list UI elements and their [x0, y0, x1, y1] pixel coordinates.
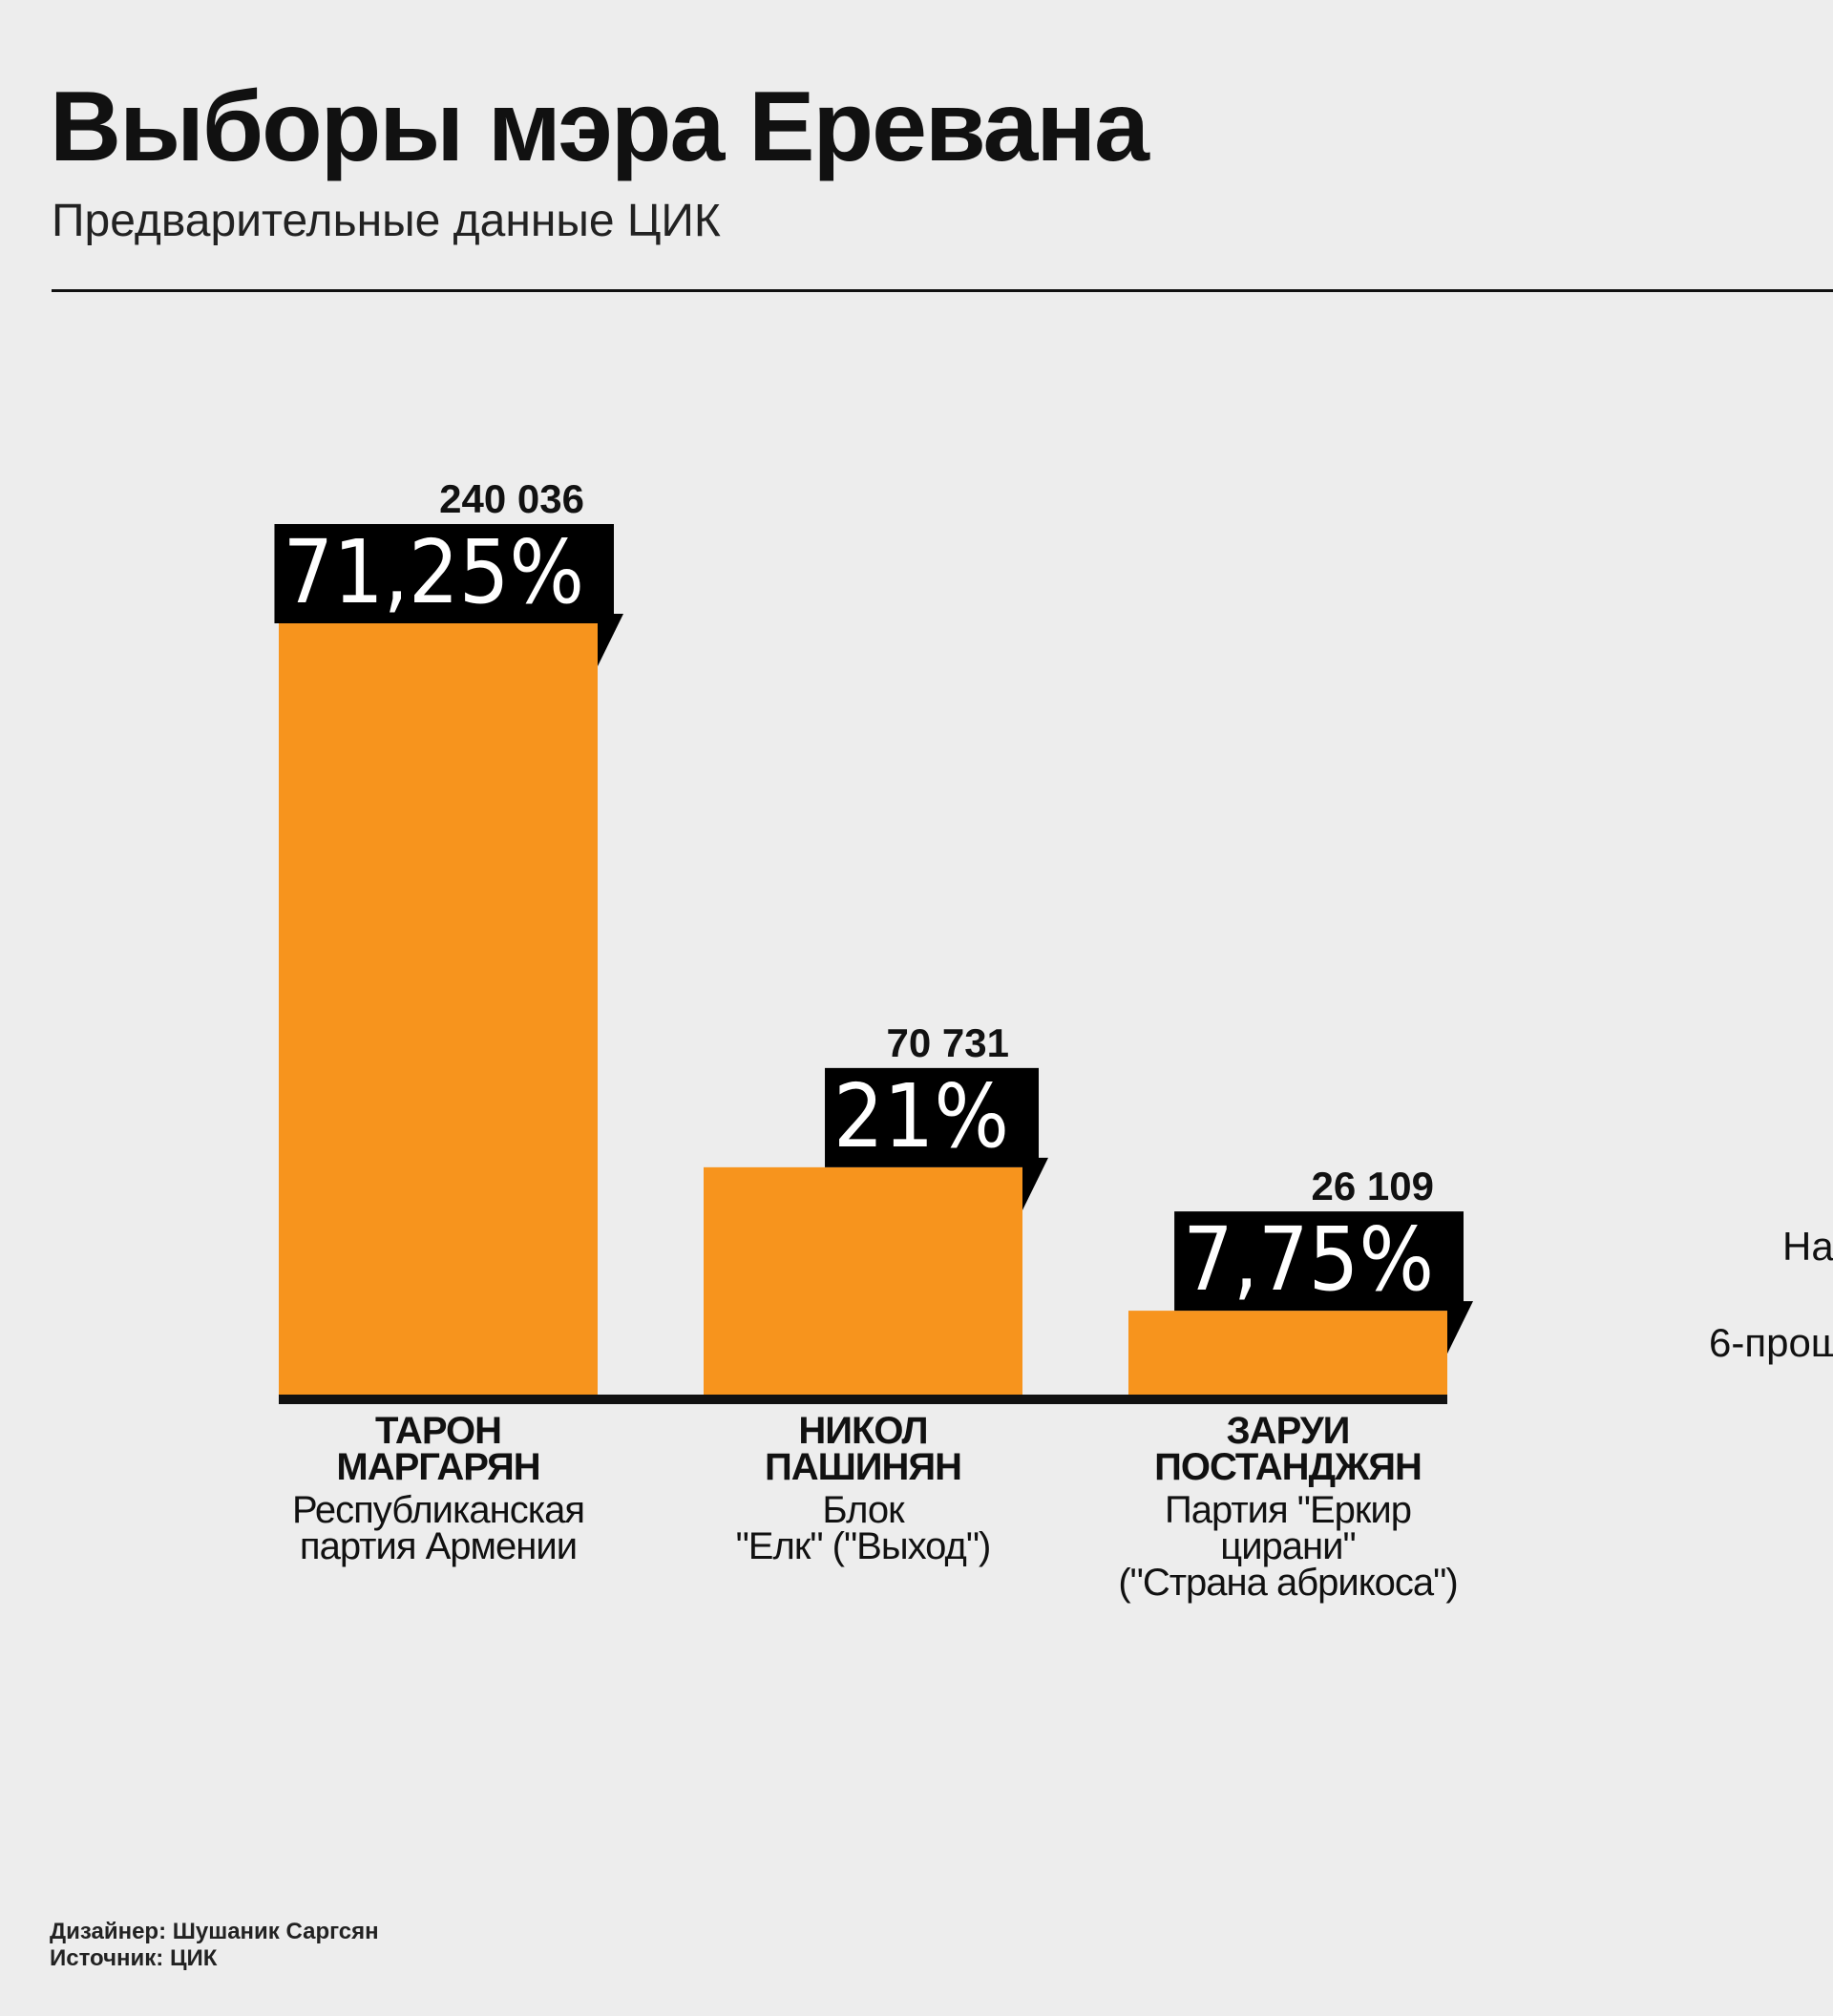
candidate-party: партия Армении — [300, 1525, 577, 1567]
x-axis-baseline — [279, 1395, 1447, 1404]
candidate-name: ПАШИНЯН — [765, 1446, 961, 1488]
vote-count-label: 26 109 — [1312, 1164, 1434, 1208]
bar — [279, 623, 598, 1395]
page-title: Выборы мэра Еревана — [50, 72, 1149, 182]
candidate-name: ПОСТАНДЖЯН — [1154, 1446, 1422, 1488]
footer: Дизайнер: Шушаник Саргсян Источник: ЦИК — [50, 1919, 379, 1972]
label-fold — [1447, 1301, 1473, 1354]
source-credit: Источник: ЦИК — [50, 1945, 218, 1971]
percent-label-box — [825, 1067, 1039, 1167]
page-subtitle: Предварительные данные ЦИК — [52, 196, 721, 246]
candidate-party: "Елк" ("Выход") — [736, 1525, 991, 1567]
candidate-party: Партия "Еркир — [1165, 1489, 1411, 1531]
candidate-party: цирани" — [1220, 1525, 1355, 1567]
candidate-party: ("Страна абрикоса") — [1118, 1562, 1457, 1604]
percent-label: 21% — [833, 1065, 1009, 1167]
bar — [704, 1166, 1022, 1395]
bar — [1128, 1311, 1447, 1395]
percent-label-box — [274, 524, 614, 623]
vote-count-label: 240 036 — [439, 476, 584, 521]
vote-count-label: 70 731 — [887, 1020, 1009, 1065]
label-fold — [1022, 1157, 1048, 1210]
candidate-name: МАРГАРЯН — [336, 1446, 539, 1488]
percent-label-box — [1174, 1211, 1464, 1312]
candidate-party: Республиканская — [292, 1489, 584, 1531]
candidate-party: Блок — [822, 1489, 905, 1531]
label-fold — [598, 614, 623, 666]
candidate-name: ТАРОН — [375, 1410, 501, 1452]
candidate-name: ЗАРУИ — [1227, 1410, 1350, 1452]
side-text-1: На — [1782, 1224, 1833, 1269]
designer-credit: Дизайнер: Шушаник Саргсян — [50, 1919, 379, 1944]
percent-label: 7,75% — [1183, 1208, 1434, 1311]
candidate-name: НИКОЛ — [798, 1410, 927, 1452]
title-divider — [52, 289, 1833, 292]
side-text-2: 6-прош — [1709, 1320, 1833, 1365]
percent-label: 71,25% — [283, 521, 584, 623]
